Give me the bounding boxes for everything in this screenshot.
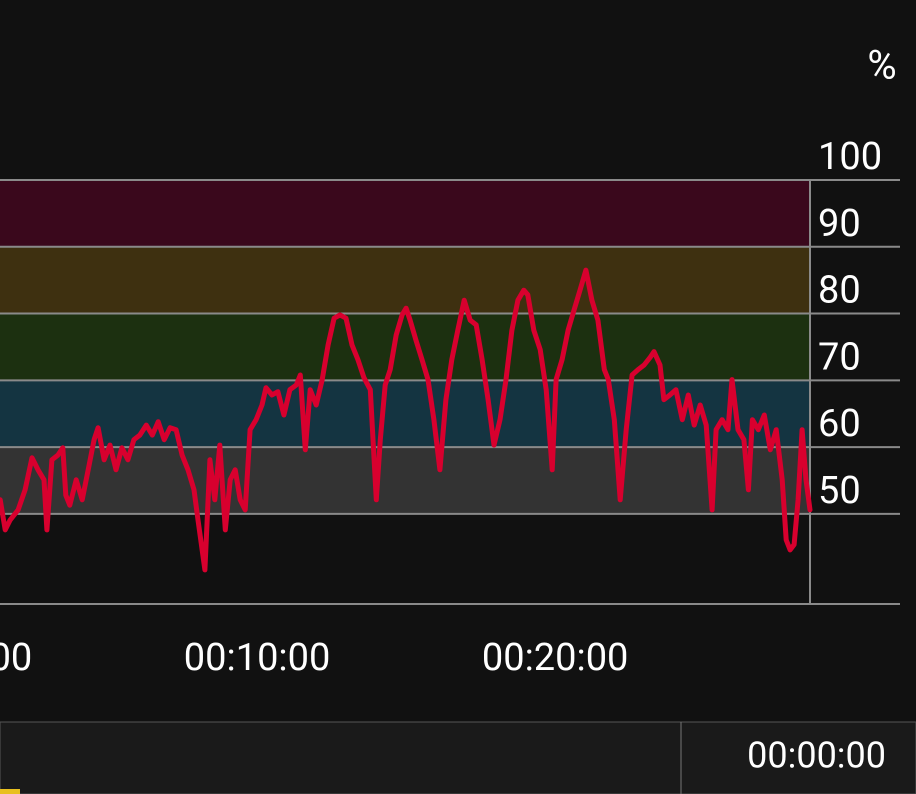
y-tick-label: 60: [818, 402, 861, 446]
y-axis-unit: %: [867, 42, 896, 89]
data-line: [0, 267, 813, 573]
plot: 50 60 70 80 90 100 00:00:00 00:10:00 00:20:00: [0, 135, 900, 680]
y-tick-label: 100: [818, 135, 882, 179]
x-tick-label: 00:00:00: [0, 636, 32, 680]
zone-band: [0, 447, 810, 514]
y-tick-label: 70: [818, 335, 861, 379]
footer-bar: [0, 721, 916, 794]
zone-band: [0, 380, 810, 448]
zone-band: [0, 313, 810, 381]
zone-band: [0, 246, 810, 314]
zone-band: [0, 180, 810, 247]
elapsed-time: 00:00:00: [747, 735, 886, 777]
y-tick-label: 90: [818, 202, 861, 246]
y-tick-label: 80: [818, 269, 861, 313]
footer-accent: [0, 789, 20, 794]
x-tick-label: 00:20:00: [482, 636, 629, 680]
y-tick-label: 50: [818, 469, 861, 513]
x-tick-label: 00:10:00: [184, 636, 331, 680]
